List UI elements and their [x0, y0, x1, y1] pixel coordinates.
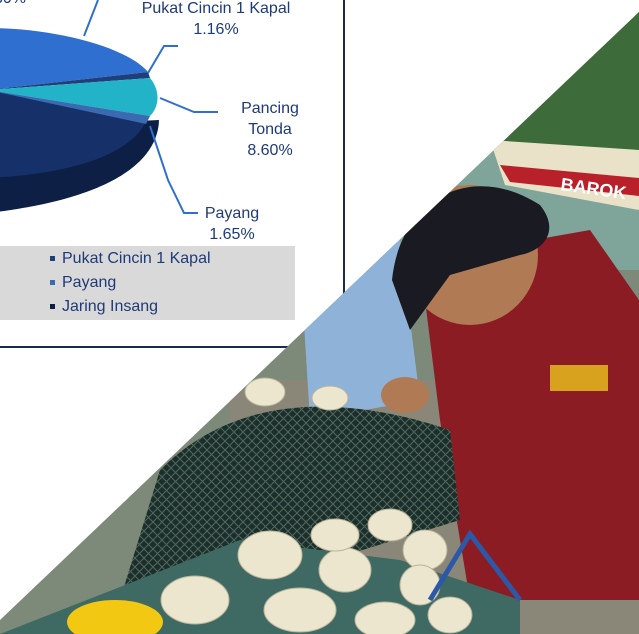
legend-item-jaring-insang: Jaring Insang	[50, 296, 158, 318]
officer-cap	[392, 186, 550, 330]
yellow-float	[67, 600, 163, 634]
legend-item-payang: Payang	[50, 272, 116, 294]
leader-payang	[149, 125, 198, 214]
pie-slice-payang	[0, 91, 150, 124]
legend-label-jaring: Jaring Insang	[62, 298, 159, 315]
label-pukat-cincin-value: 1.16%	[193, 21, 239, 38]
pie-chart-panel: 30% Pukat Cincin 1 Kapal 1.16% Pancing T…	[0, 0, 345, 348]
boat-stripe	[500, 165, 639, 196]
pie-chart-svg	[0, 0, 218, 214]
label-pancing-tonda-value: 8.60%	[247, 142, 293, 159]
fishing-net	[120, 406, 460, 600]
label-pancing-tonda-name: Pancing Tonda	[241, 100, 299, 138]
legend-label-payang: Payang	[62, 274, 117, 291]
trees-background	[420, 0, 639, 150]
blue-rope	[427, 529, 522, 602]
pie-slice-pancing-tonda	[0, 78, 158, 116]
label-pukat-cincin: Pukat Cincin 1 Kapal 1.16%	[116, 0, 316, 40]
pie-slice-pukat-cincin-1-kapal	[0, 28, 148, 89]
leader-pancing	[159, 97, 218, 113]
label-pancing-tonda: Pancing Tonda 8.60%	[214, 98, 326, 161]
legend-swatch-jaring	[50, 304, 55, 310]
leader-pukat	[147, 45, 178, 74]
label-pukat-cincin-name: Pukat Cincin 1 Kapal	[141, 0, 291, 17]
pie-slice-sliver	[0, 72, 150, 90]
shoulder-patch	[550, 365, 608, 391]
legend-item-pukat-cincin: Pukat Cincin 1 Kapal	[50, 248, 211, 270]
label-payang-value: 1.65%	[209, 226, 255, 243]
label-payang-name: Payang	[204, 205, 260, 222]
legend-swatch-payang	[50, 280, 55, 286]
net-floats	[160, 377, 473, 634]
chart-legend: Pukat Cincin 1 Kapal Payang Jaring Insan…	[0, 246, 295, 320]
legend-swatch-pukat	[50, 256, 55, 262]
leader-top	[83, 0, 99, 37]
label-top-partial: 30%	[0, 0, 26, 9]
label-payang: Payang 1.65%	[192, 203, 272, 245]
officer-hand-left	[381, 377, 429, 413]
legend-label-pukat: Pukat Cincin 1 Kapal	[62, 250, 211, 267]
